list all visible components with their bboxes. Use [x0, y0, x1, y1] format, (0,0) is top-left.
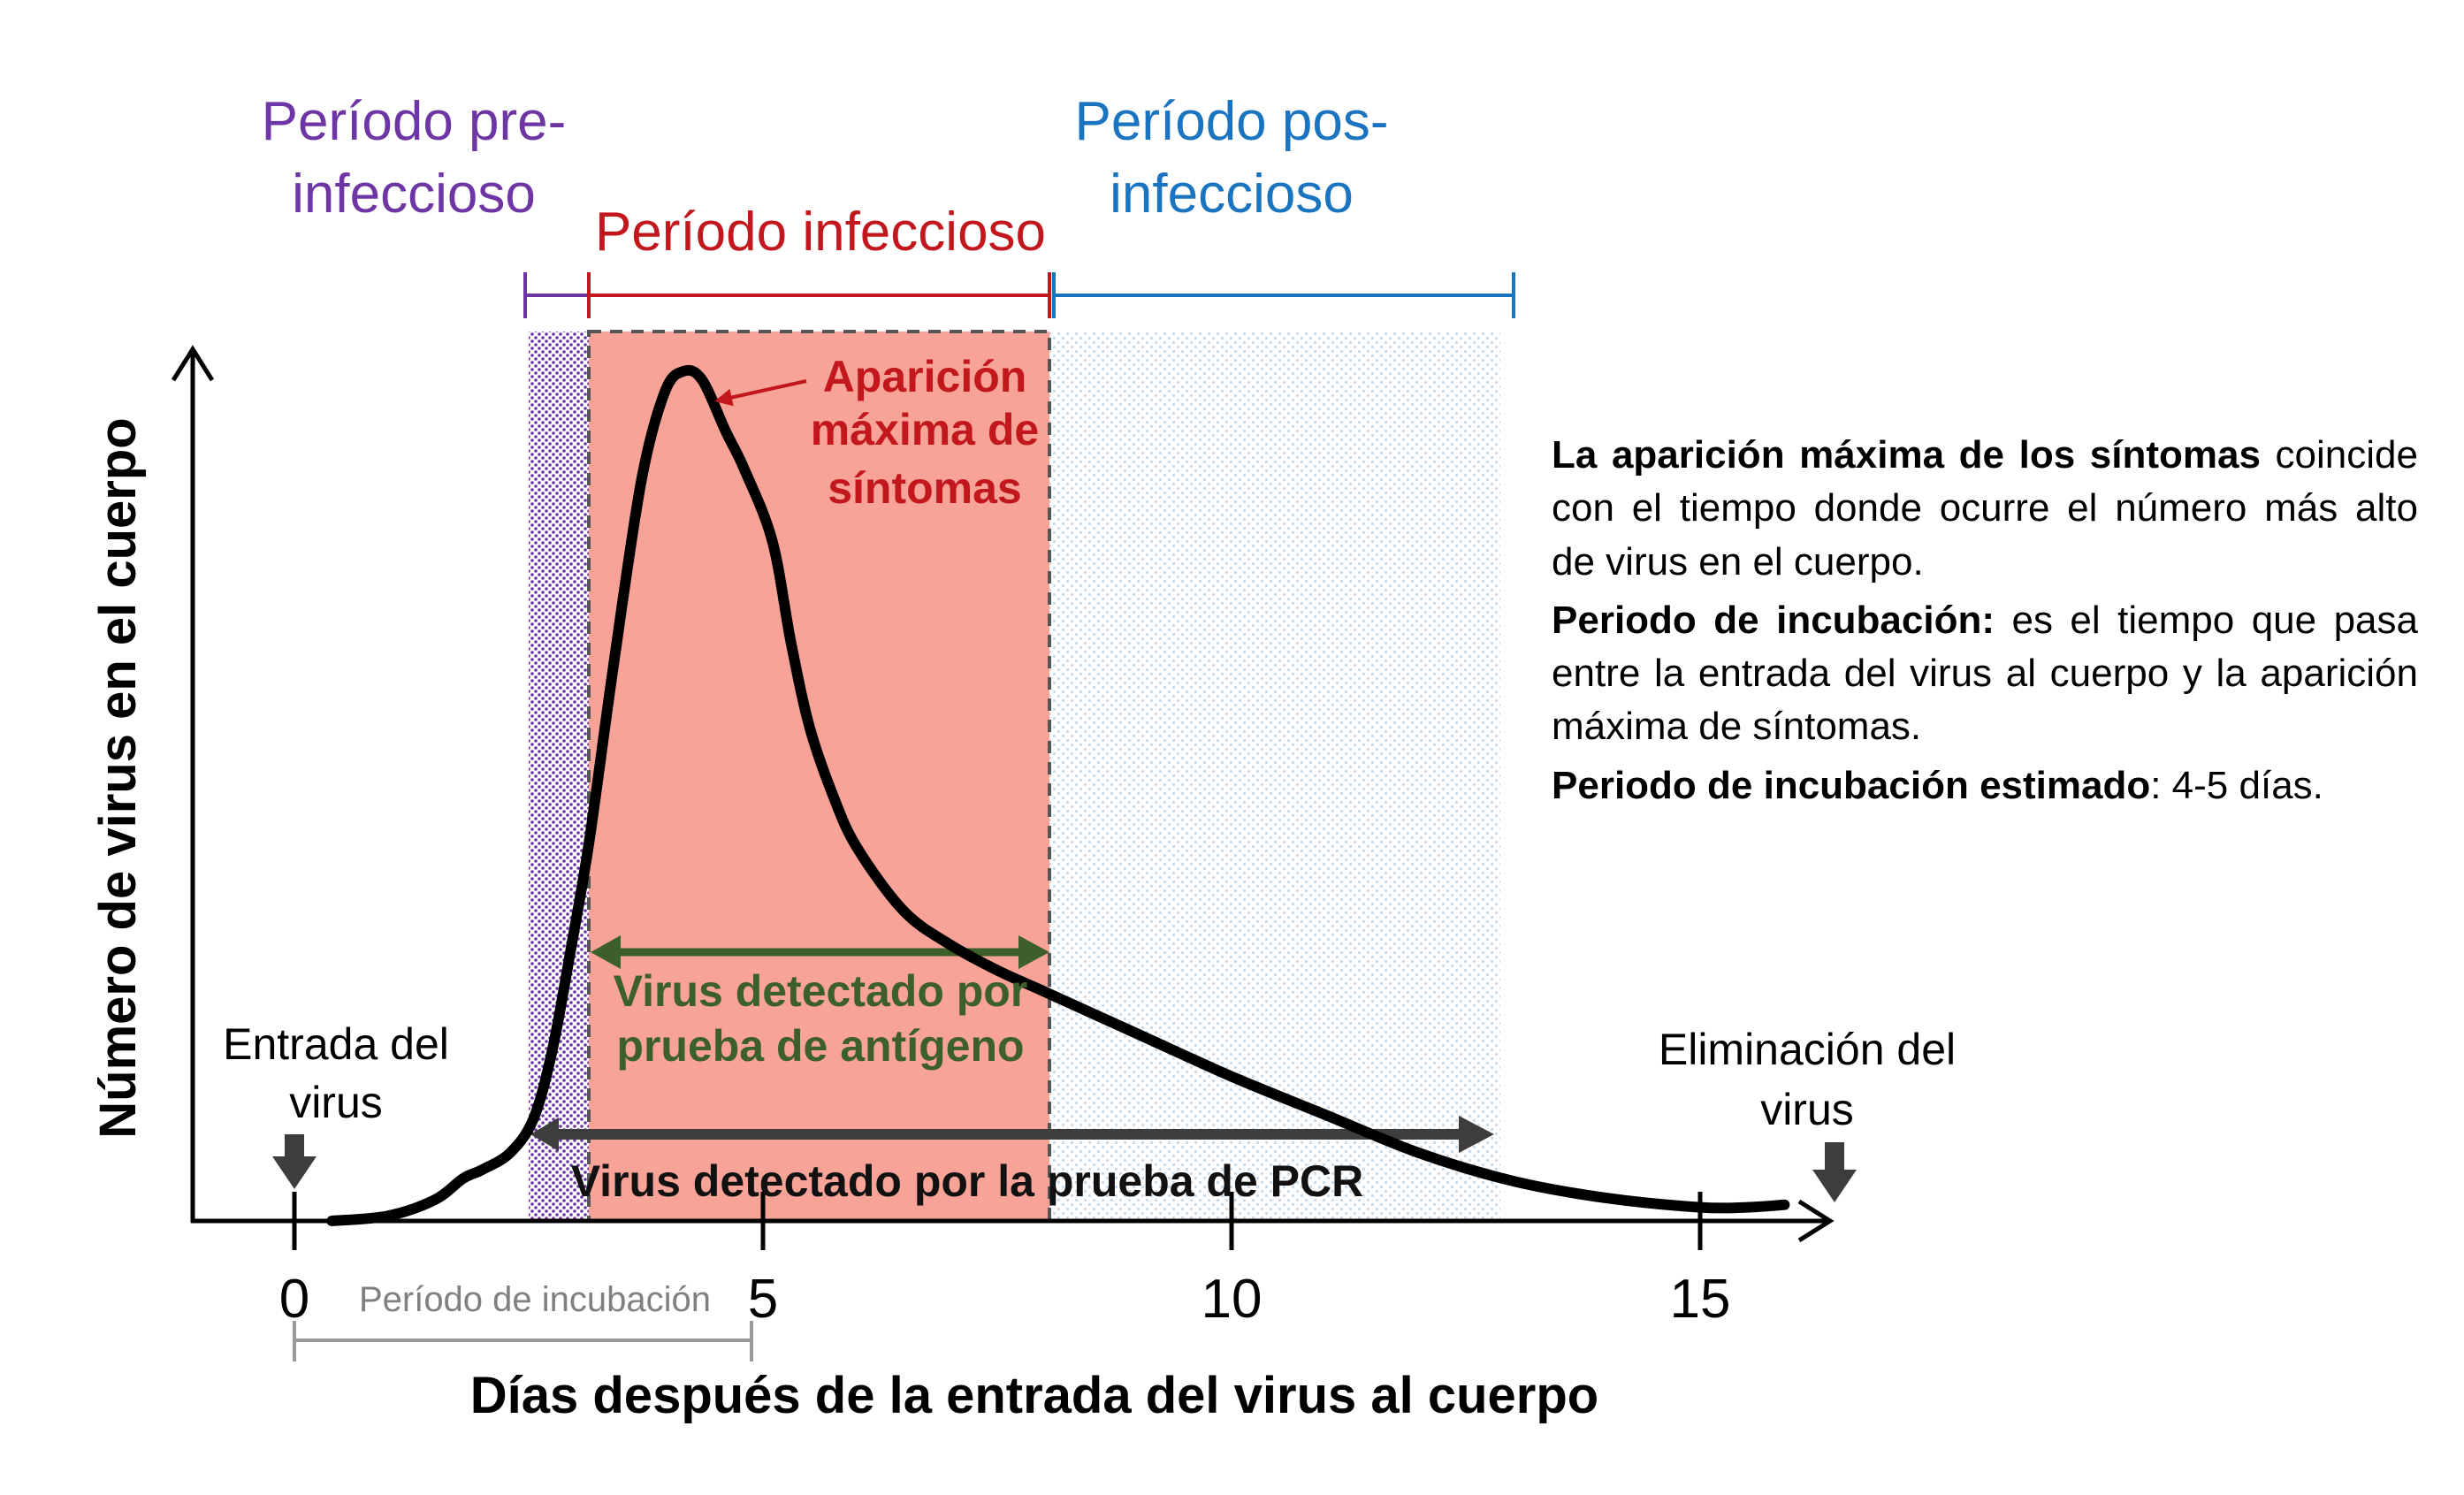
- x-tick-label-5: 5: [748, 1269, 778, 1330]
- bracket-pre: [523, 272, 587, 318]
- period-pre-title-line2: infeccioso: [292, 164, 536, 225]
- y-axis-arrowhead: [171, 345, 215, 382]
- peak-label-line3: síntomas: [828, 463, 1022, 513]
- incubation-bracket: [293, 1321, 753, 1362]
- period-infectious-title: Período infeccioso: [595, 202, 1046, 263]
- note-incubation-title: Periodo de incubación:: [1552, 598, 1995, 642]
- x-tick-label-15: 15: [1670, 1269, 1731, 1330]
- period-post-title-line2: infeccioso: [1110, 164, 1354, 225]
- axes: [171, 345, 1835, 1243]
- note-incubation-text: es el tiempo que pasa entre la entrada d…: [1552, 598, 2418, 749]
- x-axis-title: Días después de la entrada del virus al …: [470, 1367, 1598, 1424]
- peak-pointer-arrow: [714, 379, 807, 407]
- x-axis-arrowhead: [1797, 1199, 1835, 1243]
- pcr-arrow: [530, 1116, 1494, 1153]
- infectious-region: [589, 332, 1049, 1221]
- antigen-label-line2: prueba de antígeno: [616, 1021, 1024, 1071]
- period-brackets: [523, 272, 1515, 318]
- elimination-label-line1: Eliminación del: [1659, 1025, 1956, 1074]
- entry-label-line2: virus: [289, 1078, 383, 1127]
- pcr-label: Virus detectado por la prueba de PCR: [571, 1156, 1364, 1206]
- bracket-infectious: [587, 272, 1051, 318]
- viral-load-curve: [326, 364, 1790, 1226]
- period-post-title-line1: Período pos-: [1075, 91, 1389, 152]
- note-incubation-definition: Periodo de incubación: es el tiempo que …: [1552, 594, 2418, 754]
- incubation-label: Período de incubación: [359, 1280, 711, 1319]
- note-incubation-estimate: Periodo de incubación estimado: 4-5 días…: [1552, 759, 2418, 812]
- note-estimate-title: Periodo de incubación estimado: [1552, 763, 2151, 807]
- period-pre-title-line1: Período pre-: [262, 91, 567, 152]
- pre-infectious-region: [529, 332, 589, 1221]
- bracket-post: [1052, 272, 1515, 318]
- antigen-label-line1: Virus detectado por: [614, 966, 1028, 1016]
- note-peak-symptoms: La aparición máxima de los síntomas coin…: [1552, 429, 2418, 589]
- x-tick-label-0: 0: [279, 1269, 309, 1330]
- note-peak-symptoms-text: coincide con el tiempo donde ocurre el n…: [1552, 433, 2418, 584]
- y-axis-title: Número de virus en el cuerpo: [89, 417, 147, 1138]
- x-ticks: 0 5 10 15: [279, 1192, 1731, 1330]
- post-infectious-region: [1049, 332, 1500, 1221]
- peak-label-line2: máxima de: [811, 405, 1039, 454]
- entry-arrow: [272, 1134, 317, 1189]
- note-estimate-text: : 4-5 días.: [2150, 763, 2323, 807]
- x-tick-label-10: 10: [1201, 1269, 1263, 1330]
- peak-label-line1: Aparición: [823, 352, 1027, 401]
- note-peak-symptoms-title: La aparición máxima de los síntomas: [1552, 433, 2261, 477]
- notes-panel: La aparición máxima de los síntomas coin…: [1552, 429, 2418, 818]
- entry-label-line1: Entrada del: [223, 1019, 449, 1069]
- elimination-label-line2: virus: [1760, 1085, 1854, 1134]
- elimination-arrow: [1812, 1142, 1857, 1202]
